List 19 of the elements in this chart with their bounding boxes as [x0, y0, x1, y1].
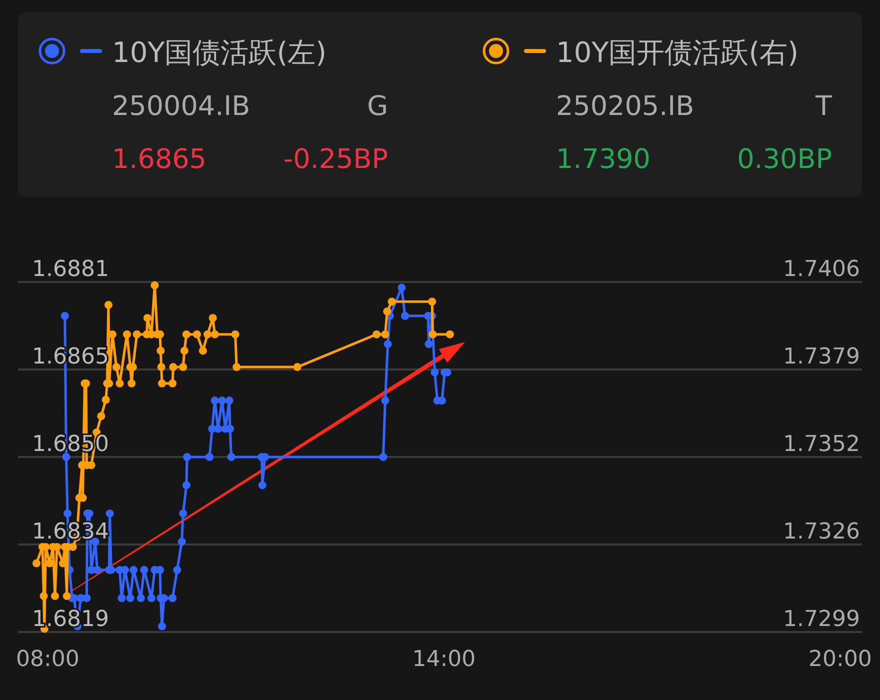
y2-tick-label: 1.7352	[783, 432, 860, 457]
text: 1.6865	[112, 144, 206, 175]
legend-label: 10Y国债活跃(左)	[112, 36, 327, 69]
x-tick-label: 08:00	[16, 647, 80, 672]
text: -0.25BP	[283, 144, 388, 175]
y-tick-label: 1.6881	[32, 257, 109, 282]
text: 250004.IB	[112, 91, 250, 122]
text: 250205.IB	[556, 91, 694, 122]
y2-tick-label: 1.7299	[783, 607, 860, 632]
text: T	[816, 91, 832, 122]
x-tick-label: 20:00	[808, 647, 872, 672]
text: 0.30BP	[737, 144, 832, 175]
y2-tick-label: 1.7406	[783, 257, 860, 282]
y2-tick-label: 1.7326	[783, 520, 860, 544]
x-tick-label: 14:00	[412, 647, 476, 672]
y2-tick-label: 1.7379	[783, 344, 860, 370]
text: 1.7390	[556, 144, 650, 175]
text: G	[367, 91, 388, 122]
legend-label: 10Y国开债活跃(右)	[556, 36, 799, 69]
